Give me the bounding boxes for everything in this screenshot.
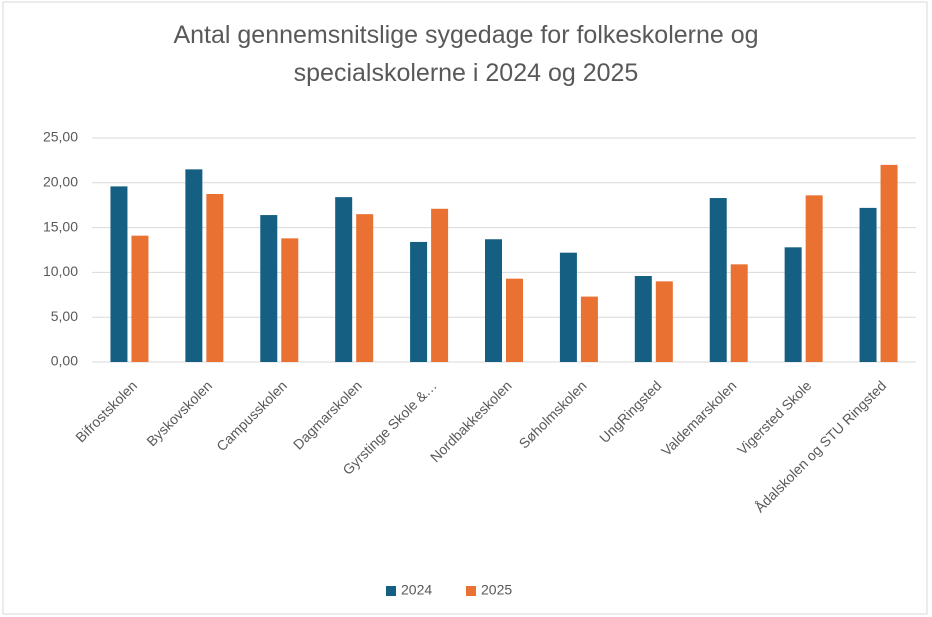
- x-tick-label: Ådalskolen og STU Ringsted: [751, 377, 889, 515]
- bar: [580, 296, 598, 362]
- bar: [185, 169, 203, 362]
- y-tick-label: 20,00: [43, 174, 78, 190]
- bar: [709, 198, 727, 362]
- bar: [655, 281, 673, 362]
- y-tick-label: 25,00: [43, 129, 78, 145]
- bar: [410, 241, 428, 362]
- bar: [506, 278, 523, 362]
- bar: [206, 194, 224, 362]
- x-tick-label: Søholmskolen: [516, 377, 590, 451]
- bar: [784, 247, 802, 362]
- y-tick-label: 0,00: [51, 353, 78, 369]
- legend-label: 2024: [401, 582, 432, 598]
- bar: [859, 207, 877, 362]
- x-tick-label: Nordbakkeskolen: [427, 377, 515, 465]
- y-tick-label: 15,00: [43, 218, 78, 234]
- x-tick-label: Bifrostskolen: [72, 377, 140, 445]
- bar: [281, 238, 299, 362]
- y-tick-label: 5,00: [51, 308, 78, 324]
- legend-label: 2025: [481, 582, 512, 598]
- bar: [485, 239, 502, 362]
- x-tick-label: UngRingsted: [596, 377, 665, 446]
- y-tick-label: 10,00: [43, 263, 78, 279]
- bar: [730, 264, 748, 362]
- x-tick-label: Vigersted Skole: [734, 377, 815, 458]
- bar: [260, 215, 278, 362]
- legend-swatch: [386, 586, 396, 596]
- bar: [110, 186, 128, 362]
- bar: [131, 235, 149, 362]
- bar: [634, 275, 652, 362]
- bar: [880, 164, 898, 362]
- bar: [335, 197, 353, 362]
- chart-title: Antal gennemsnitslige sygedage for folke…: [173, 21, 759, 87]
- bar: [805, 195, 823, 362]
- bar: [559, 252, 577, 362]
- bar: [356, 214, 374, 362]
- x-tick-label: Byskovskolen: [143, 377, 215, 449]
- x-tick-label: Campusskolen: [213, 377, 290, 454]
- bar: [431, 208, 449, 362]
- x-tick-label: Valdemarskolen: [658, 377, 740, 459]
- x-tick-label: Dagmarskolen: [290, 377, 365, 452]
- legend-swatch: [466, 586, 476, 596]
